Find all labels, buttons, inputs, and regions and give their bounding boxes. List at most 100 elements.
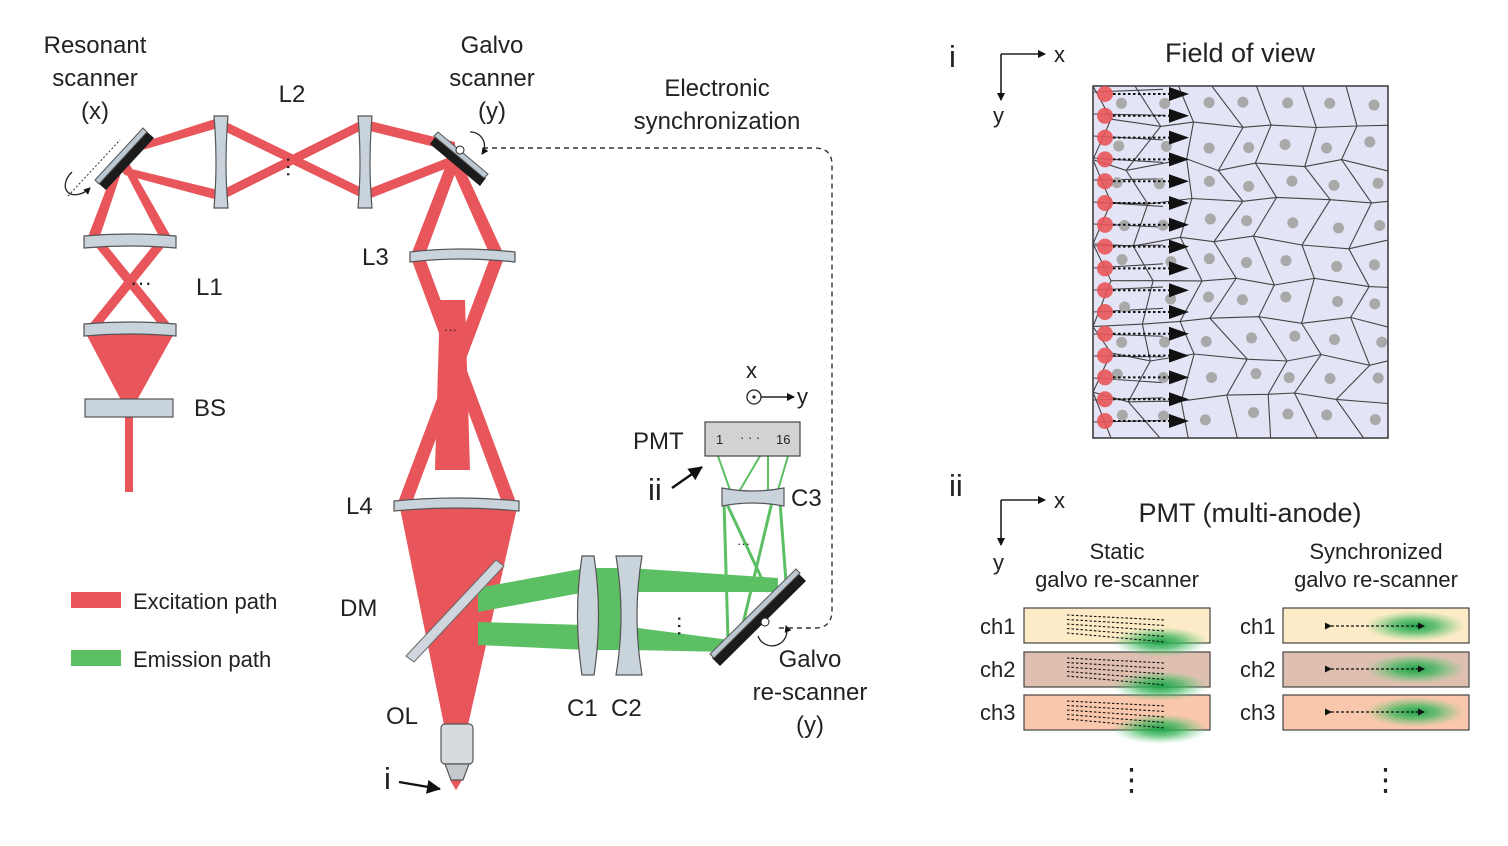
cell-nucleus [1203, 253, 1215, 265]
pmt-axis-y-label: y [797, 384, 808, 409]
beam-c2-to-rescanner-b [630, 627, 730, 652]
cell-membrane-col [1186, 121, 1195, 160]
cell-nucleus [1119, 301, 1131, 313]
cell-nucleus [1116, 409, 1128, 421]
cell-nucleus [1159, 336, 1171, 348]
cell-membrane-col [1387, 325, 1388, 328]
cell-nucleus [1372, 177, 1384, 189]
cell-membrane-col [1294, 354, 1322, 394]
legend-emission-label: Emission path [133, 647, 271, 672]
pmt-anode-dots: · · · [740, 430, 760, 445]
scan-arrowhead [1169, 152, 1189, 167]
cell-membrane-col [1252, 235, 1275, 286]
cell-nucleus [1289, 330, 1301, 342]
beam-dm-to-c1 [478, 568, 586, 612]
cell-membrane-col [1387, 238, 1388, 240]
cell-nuclei [1111, 96, 1388, 426]
cell-membrane-col [1226, 358, 1248, 396]
scan-arrowhead [1169, 87, 1189, 101]
static-more: ⋮ [1116, 762, 1147, 797]
cell-nucleus [1282, 97, 1294, 109]
cell-membrane-row [1093, 391, 1388, 405]
panel-i-title: Field of view [1165, 38, 1316, 68]
lens-c1 [576, 555, 600, 676]
sync-ch2-spot [1365, 654, 1465, 684]
sync-ch2-label: ch2 [1240, 657, 1275, 682]
ol-label: OL [386, 703, 418, 730]
legend-excitation-label: Excitation path [133, 589, 277, 614]
cell-membrane-col [1387, 401, 1388, 404]
cell-membrane-col [1213, 200, 1244, 243]
cell-nucleus [1204, 213, 1216, 225]
cell-membrane-col [1387, 239, 1388, 242]
static-scan-line [1066, 618, 1166, 627]
static-scan-line [1066, 700, 1166, 707]
marker-i-arrow [398, 779, 441, 794]
static-scan-line [1066, 675, 1166, 686]
cell-nucleus [1113, 140, 1125, 152]
cell-nucleus [1286, 175, 1298, 187]
cell-nucleus [1236, 294, 1248, 306]
cell-nucleus [1374, 219, 1386, 231]
scan-arrowhead [1169, 305, 1189, 319]
cell-membrane-col [1304, 127, 1317, 167]
marker-ii-label: ii [648, 472, 662, 507]
excitation-path [84, 118, 517, 790]
cell-nucleus [1158, 410, 1170, 422]
cell-nucleus [1250, 368, 1262, 380]
cell-nucleus [1115, 97, 1127, 109]
scan-lines [1113, 87, 1189, 428]
cell-nucleus [1203, 142, 1215, 154]
excited-cell [1097, 260, 1113, 277]
l3-ellipsis: ··· [444, 322, 457, 337]
galvo-rescanner-label-2: re-scanner [753, 679, 868, 706]
static-scan-line [1066, 713, 1166, 724]
cell-membrane-col [1127, 401, 1161, 438]
lens-l1-top [83, 233, 177, 249]
cell-nucleus [1241, 215, 1253, 227]
excited-cell [1097, 347, 1113, 364]
beam-l2-telescope-b [222, 120, 362, 200]
cell-membrane-col [1335, 399, 1365, 438]
cell-membrane-col [1387, 171, 1388, 173]
static-scan-line [1066, 657, 1166, 664]
scan-arrowhead [1169, 370, 1189, 385]
lens-l2-left [213, 115, 229, 209]
scan-arrowhead [1169, 108, 1189, 123]
excited-cell [1097, 238, 1113, 255]
panel-ii-roman: ii [949, 468, 963, 503]
cell-nucleus [1287, 217, 1299, 229]
cell-membrane-col [1179, 280, 1203, 322]
lens-c2 [615, 555, 643, 676]
cell-membrane-col [1345, 86, 1358, 127]
cell-membrane-col [1254, 124, 1272, 164]
cell-membrane-col [1255, 86, 1272, 126]
cell-nucleus [1280, 255, 1292, 267]
sync-dashed-line [483, 147, 833, 629]
cell-nucleus [1376, 336, 1388, 348]
static-channels: ch1 ch2 ch3 ⋮ [980, 607, 1211, 797]
cell-nucleus [1279, 138, 1291, 150]
cell-nucleus [1202, 291, 1214, 303]
panel-ii-axis-x-label: x [1054, 488, 1065, 513]
galvo-rescanner-label-3: (y) [796, 712, 824, 739]
excited-cell [1097, 216, 1113, 233]
pmt-anode-first: 1 [716, 432, 723, 447]
cell-nucleus [1157, 219, 1169, 231]
beam-splitter [84, 398, 174, 418]
electronic-sync-label-1: Electronic [664, 75, 769, 102]
l2-label: L2 [279, 81, 306, 108]
lens-l1-bottom [83, 321, 177, 337]
cell-membrane-col [1226, 394, 1238, 438]
c3-ellipsis: ··· [737, 536, 750, 551]
cell-nucleus [1321, 142, 1333, 154]
electronic-sync-label-2: synchronization [634, 108, 801, 135]
cell-membrane-col [1213, 241, 1237, 279]
panel-ii-axis-y-label: y [993, 550, 1004, 575]
static-scan-lines [1066, 614, 1166, 729]
sync-more: ⋮ [1370, 762, 1401, 797]
cell-nucleus [1240, 257, 1252, 269]
cell-membrane-col [1348, 248, 1370, 287]
pmt-box [704, 421, 801, 457]
beam-rescanner-to-c3-c [722, 501, 730, 641]
